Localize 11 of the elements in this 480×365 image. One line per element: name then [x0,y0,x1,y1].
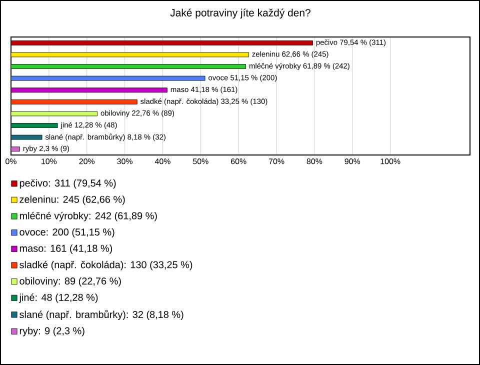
legend-label: zeleninu: 245 (62,66 %) [20,196,125,205]
legend-label: slané (např. brambůrky): 32 (8,18 %) [20,310,184,320]
legend-label: jiné: 48 (12,28 %) [19,294,98,303]
legend-label: ovoce: 200 (51,15 %) [20,228,114,238]
legend-label: maso: 161 (41,18 %) [20,244,112,254]
legend-label: obiloviny: 89 (22,76 %) [20,277,121,287]
legend-label: ryby: 9 (2,3 %) [20,327,84,336]
legend-label: pečivo: 311 (79,54 %) [20,179,116,189]
legend-label: mléčné výrobky: 242 (61,89 %) [20,212,157,222]
legend-label: sladké (např. čokoláda): 130 (33,25 %) [20,260,192,270]
chart-title: Jaké potraviny jíte každý den? [170,8,310,19]
